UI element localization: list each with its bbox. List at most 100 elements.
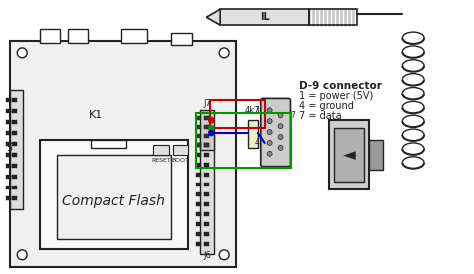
Bar xyxy=(204,173,210,177)
Polygon shape xyxy=(206,9,220,25)
Bar xyxy=(196,134,201,138)
Circle shape xyxy=(278,145,283,150)
Bar xyxy=(204,134,210,138)
Bar xyxy=(57,155,171,239)
Text: 4k7: 4k7 xyxy=(245,106,261,115)
Bar xyxy=(121,29,147,43)
Bar xyxy=(12,153,17,157)
Bar xyxy=(6,98,11,102)
Bar xyxy=(6,196,11,200)
Bar xyxy=(196,163,201,167)
Bar xyxy=(196,182,201,187)
Circle shape xyxy=(208,125,214,131)
Circle shape xyxy=(278,113,283,118)
Text: 1: 1 xyxy=(255,106,260,115)
Bar xyxy=(10,90,23,209)
Bar xyxy=(6,175,11,179)
Text: RESET: RESET xyxy=(151,158,171,163)
Bar xyxy=(248,120,258,148)
Text: J6: J6 xyxy=(203,251,211,260)
Text: IL: IL xyxy=(260,12,270,22)
Bar xyxy=(196,143,201,147)
Bar xyxy=(12,164,17,168)
Bar xyxy=(12,142,17,146)
Bar xyxy=(204,232,210,236)
Text: 1 = power (5V): 1 = power (5V) xyxy=(300,92,374,101)
Bar xyxy=(204,222,210,226)
Bar xyxy=(204,242,210,246)
Circle shape xyxy=(278,135,283,139)
Bar xyxy=(201,110,214,150)
Bar xyxy=(210,100,264,128)
Bar xyxy=(196,192,201,196)
Bar xyxy=(334,128,364,182)
Bar xyxy=(196,212,201,216)
Bar xyxy=(196,232,201,236)
Bar xyxy=(204,192,210,196)
Bar xyxy=(309,9,357,25)
Bar xyxy=(201,135,214,254)
Text: 4: 4 xyxy=(255,138,260,147)
Bar xyxy=(204,212,210,216)
Text: 5: 5 xyxy=(6,143,13,153)
Bar xyxy=(204,143,210,147)
Bar xyxy=(196,202,201,206)
Bar xyxy=(12,131,17,135)
Bar xyxy=(369,140,383,170)
Bar xyxy=(6,131,11,135)
Bar xyxy=(173,145,189,155)
Bar xyxy=(91,140,126,148)
Bar xyxy=(40,140,189,249)
Bar xyxy=(204,202,210,206)
Bar xyxy=(196,222,201,226)
Text: BOOT: BOOT xyxy=(172,158,190,163)
Bar xyxy=(153,145,169,155)
Text: D-9 connector: D-9 connector xyxy=(300,81,382,91)
Bar xyxy=(204,125,210,129)
Bar xyxy=(220,9,309,25)
Circle shape xyxy=(17,48,27,58)
Bar xyxy=(196,113,292,168)
Circle shape xyxy=(17,250,27,260)
Text: K1: K1 xyxy=(89,110,103,120)
Circle shape xyxy=(219,48,229,58)
Bar xyxy=(68,29,88,43)
Bar xyxy=(204,116,210,120)
Bar xyxy=(329,120,369,189)
Bar xyxy=(204,153,210,157)
Bar xyxy=(6,120,11,124)
Bar xyxy=(6,153,11,157)
Circle shape xyxy=(267,151,272,156)
Bar xyxy=(6,142,11,146)
Circle shape xyxy=(267,119,272,124)
Bar xyxy=(204,182,210,187)
Bar xyxy=(6,164,11,168)
Text: 4 = ground: 4 = ground xyxy=(300,101,354,111)
Circle shape xyxy=(278,124,283,129)
Bar xyxy=(12,109,17,113)
Bar xyxy=(40,29,60,43)
Circle shape xyxy=(219,250,229,260)
Bar xyxy=(12,185,17,189)
Bar xyxy=(196,242,201,246)
Bar xyxy=(196,116,201,120)
Bar xyxy=(204,163,210,167)
Circle shape xyxy=(267,130,272,135)
Circle shape xyxy=(267,141,272,145)
Bar xyxy=(196,153,201,157)
Bar xyxy=(12,175,17,179)
Text: Compact Flash: Compact Flash xyxy=(62,194,164,208)
Circle shape xyxy=(208,117,214,123)
FancyBboxPatch shape xyxy=(261,98,291,167)
Bar xyxy=(196,125,201,129)
Bar xyxy=(12,98,17,102)
Circle shape xyxy=(208,130,214,136)
Circle shape xyxy=(267,108,272,113)
Bar xyxy=(196,173,201,177)
Bar xyxy=(6,109,11,113)
Text: ◄: ◄ xyxy=(343,146,355,164)
Text: 7 = data: 7 = data xyxy=(300,111,342,121)
Bar xyxy=(196,143,201,147)
Bar xyxy=(6,185,11,189)
Bar xyxy=(12,196,17,200)
